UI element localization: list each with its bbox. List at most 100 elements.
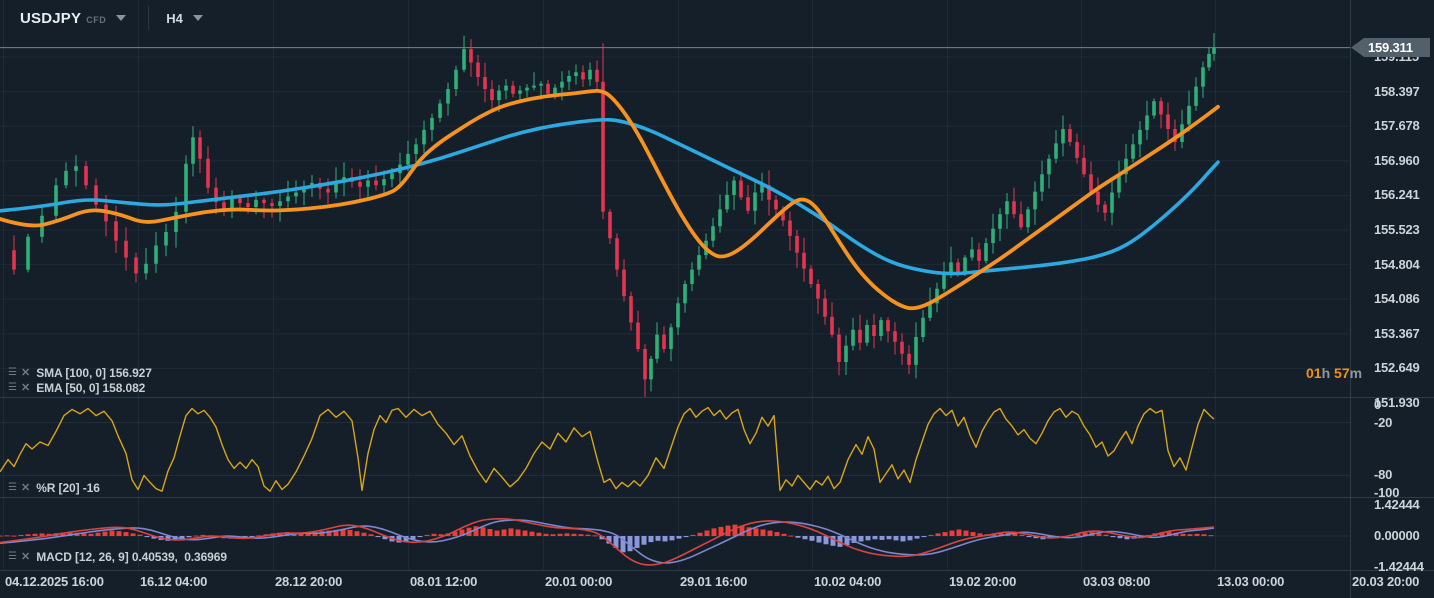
macd-histogram-bar [907,536,913,541]
chart-header: USDJPY CFD H4 [20,6,203,30]
macd-histogram-bar [515,529,521,536]
macd-histogram-bar [823,536,829,545]
indicator-settings-icon[interactable]: ☰ [8,382,17,393]
macd-histogram-bar [459,529,465,536]
macd-histogram-bar [683,536,689,538]
price-axis-label: 152.649 [1374,360,1420,376]
macd-histogram-bar [571,533,577,536]
macd-histogram-bar [900,536,906,542]
indicator-close-icon[interactable]: ✕ [20,382,31,394]
ema-line [0,88,1220,311]
macd-histogram-bar [935,533,941,536]
macd-axis-label: 0.00000 [1374,528,1420,543]
macd-histogram-bar [32,533,38,536]
macd-histogram-bar [536,532,542,536]
indicator-row-wpr: ☰ ✕ %R [20] -16 [8,481,100,495]
macd-histogram-bar [487,529,493,536]
macd-histogram-bar [200,534,206,536]
macd-histogram-bar [11,535,17,537]
macd-histogram-bar [249,536,255,538]
macd-histogram-bar [1082,532,1088,536]
macd-histogram-bar [872,536,878,540]
macd-histogram-bar [529,531,535,536]
macd-histogram-bar [1187,534,1193,536]
sma-indicator-label: SMA [100, 0] 156.927 [36,366,152,380]
indicator-settings-icon[interactable]: ☰ [8,367,17,378]
indicator-close-icon[interactable]: ✕ [20,367,31,379]
time-axis-label: 16.12 04:00 [140,574,208,589]
macd-histogram-bar [473,526,479,536]
wpr-axis-label: -20 [1374,414,1393,430]
macd-histogram-bar [123,532,129,536]
time-axis-label: 03.03 08:00 [1083,574,1151,589]
macd-histogram-bar [746,527,752,536]
time-axis-label: 08.01 12:00 [410,574,478,589]
time-axis-label: 20.01 00:00 [545,574,613,589]
macd-histogram-bar [144,536,150,538]
indicator-close-icon[interactable]: ✕ [20,551,31,563]
macd-histogram-bar [970,532,976,536]
timeframe-selector[interactable]: H4 [166,11,203,26]
macd-histogram-bar [95,532,101,536]
macd-histogram-bar [767,530,773,536]
macd-histogram-bar [305,532,311,536]
macd-histogram-bar [102,531,108,536]
macd-histogram-bar [844,536,850,546]
divider [148,6,150,30]
indicator-close-icon[interactable]: ✕ [20,482,31,494]
candle-countdown-timer: 01h 57m [1306,365,1362,381]
macd-histogram-bar [4,535,10,537]
indicator-settings-icon[interactable]: ☰ [8,482,17,493]
indicator-row-sma: ☰ ✕ SMA [100, 0] 156.927 [8,366,152,380]
macd-histogram-bar [592,535,598,537]
macd-histogram-bar [669,536,675,541]
macd-histogram-bar [1075,533,1081,536]
macd-histogram-bar [963,530,969,536]
macd-histogram-bar [956,529,962,536]
macd-histogram-bar [340,529,346,536]
macd-axis-label: 1.42444 [1374,497,1420,512]
macd-histogram-bar [452,531,458,536]
macd-histogram-bar [949,530,955,536]
price-axis-label: 158.397 [1374,83,1420,99]
macd-histogram-bar [634,536,640,548]
macd-histogram-bar [1012,533,1018,536]
macd-histogram-bar [347,529,353,536]
price-axis-label: 151.930 [1374,394,1420,410]
macd-histogram-bar [179,536,185,539]
macd-histogram-bar [606,536,612,544]
macd-histogram-bar [417,536,423,538]
symbol-selector[interactable]: USDJPY CFD [20,10,127,27]
macd-histogram-bar [550,534,556,536]
indicator-settings-icon[interactable]: ☰ [8,551,17,562]
macd-histogram-bar [298,533,304,536]
wpr-axis-label: 0 [1374,397,1382,412]
macd-histogram-bar [613,536,619,548]
macd-histogram-bar [697,532,703,536]
macd-histogram-bar [865,536,871,541]
macd-histogram-bar [480,527,486,536]
macd-histogram-bar [914,536,920,539]
macd-histogram-bar [354,531,360,536]
macd-histogram-bar [788,535,794,537]
price-axis-label: 154.804 [1374,256,1420,272]
instrument-type-badge: CFD [86,14,107,25]
macd-histogram-bar [508,528,514,536]
indicator-row-macd: ☰ ✕ MACD [12, 26, 9] 0.40539, 0.36969 [8,550,227,564]
macd-histogram-bar [39,533,45,536]
macd-histogram-bar [18,534,24,536]
price-axis-label: 155.523 [1374,221,1420,237]
macd-histogram-bar [494,530,500,536]
price-axis-label: 156.960 [1374,152,1420,168]
macd-histogram-bar [165,536,171,541]
time-axis-label: 19.02 20:00 [949,574,1017,589]
macd-histogram-bar [382,536,388,540]
macd-axis-label: -1.42444 [1374,558,1424,574]
macd-histogram-bar [193,535,199,537]
macd-histogram-bar [1159,532,1165,536]
macd-histogram-bar [655,536,661,541]
macd-histogram-bar [438,534,444,536]
macd-histogram-bar [410,536,416,540]
